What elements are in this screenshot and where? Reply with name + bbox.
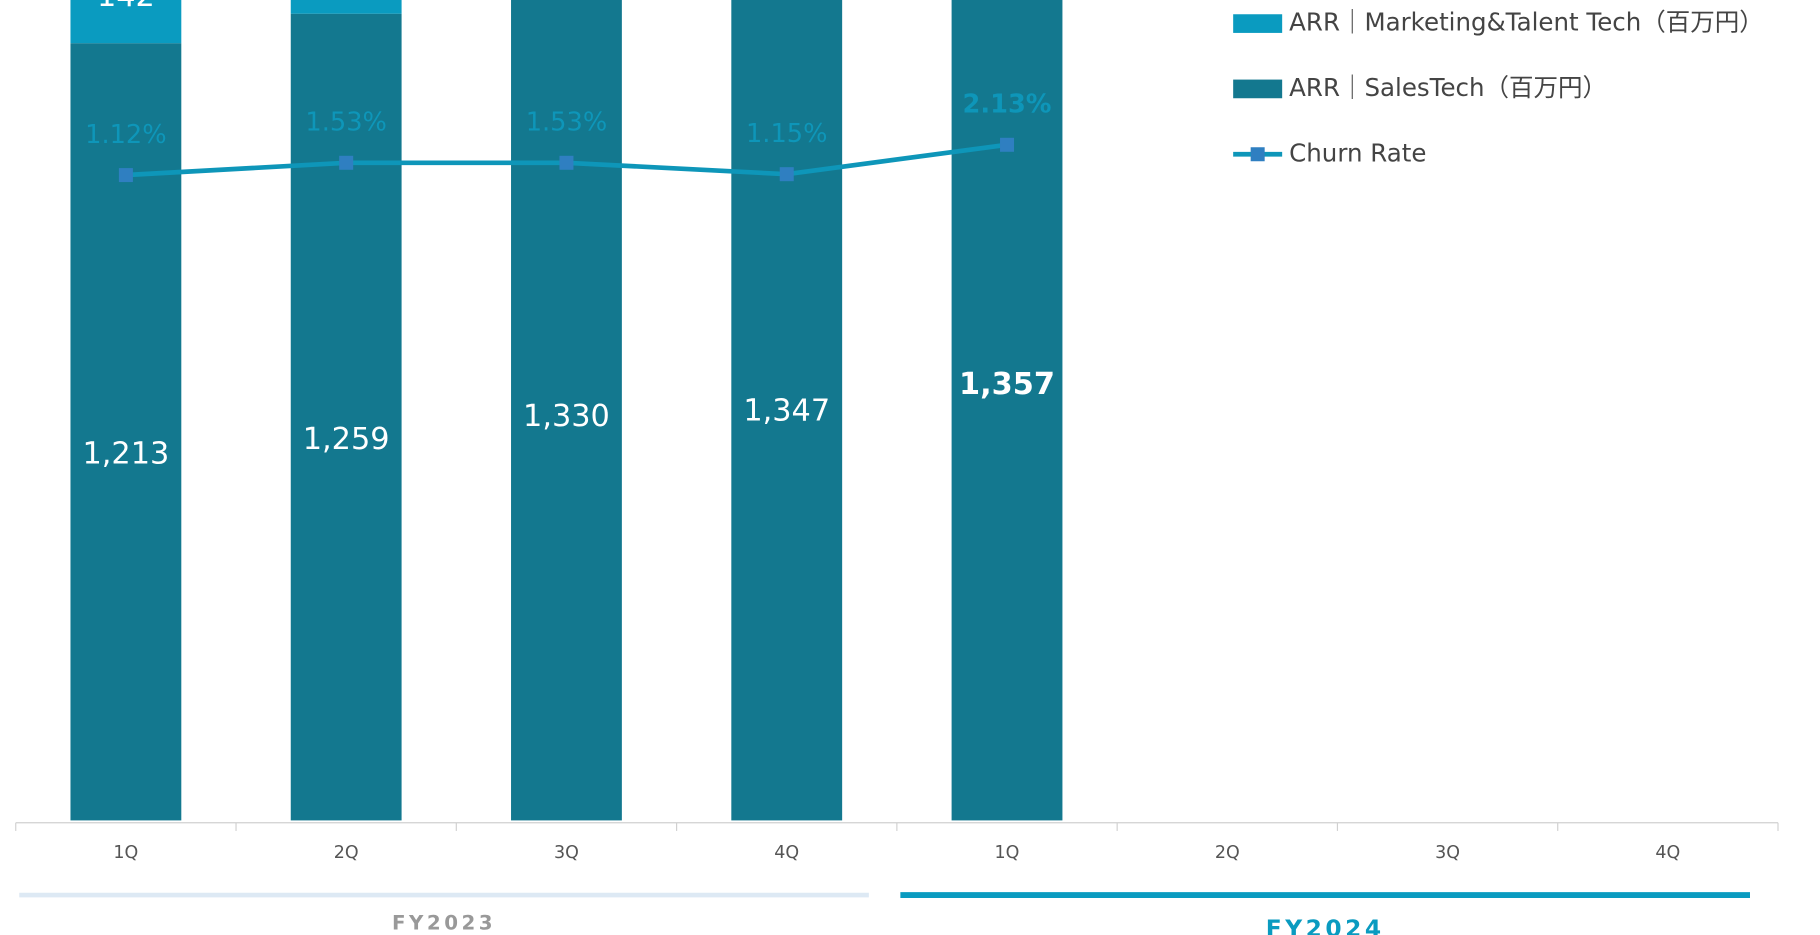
bar-salestech [731, 0, 843, 821]
value-label-marketing: 142 [97, 0, 155, 14]
churn-label: 1.12% [85, 120, 167, 150]
x-tick-label: 2Q [1215, 843, 1240, 863]
value-label-salestech: 1,347 [743, 394, 830, 429]
legend-swatch [1233, 14, 1283, 33]
legend-label: Churn Rate [1289, 138, 1426, 167]
churn-marker [118, 168, 133, 183]
x-tick-label: 1Q [113, 843, 138, 863]
value-label-salestech: 1,357 [959, 367, 1055, 402]
legend-label: ARR｜SalesTech（百万円） [1289, 73, 1607, 102]
bar-marketing [290, 0, 402, 14]
value-label-salestech: 1,330 [523, 399, 610, 434]
x-tick-label: 1Q [995, 843, 1020, 863]
churn-marker [779, 167, 794, 182]
x-tick-label: 3Q [554, 843, 579, 863]
churn-label: 1.15% [746, 119, 828, 149]
bar-salestech [70, 43, 182, 821]
churn-marker [339, 155, 354, 170]
legend-label: ARR｜Marketing&Talent Tech（百万円） [1289, 8, 1764, 37]
churn-label: 1.53% [305, 108, 387, 138]
churn-marker [1000, 137, 1015, 152]
bar-salestech [290, 13, 402, 821]
x-tick-label: 4Q [1655, 843, 1680, 863]
value-label-salestech: 1,259 [303, 422, 390, 457]
group-label: FY2023 [392, 912, 496, 935]
value-label-salestech: 1,213 [82, 437, 169, 472]
x-tick-label: 3Q [1435, 843, 1460, 863]
group-label: FY2024 [1266, 915, 1385, 935]
legend-marker [1250, 147, 1265, 162]
bar-salestech [951, 0, 1063, 821]
x-tick-label: 2Q [334, 843, 359, 863]
churn-label: 2.13% [963, 90, 1052, 120]
bar-marketing [70, 0, 182, 44]
churn-marker [559, 155, 574, 170]
legend-swatch [1233, 79, 1283, 99]
x-tick-label: 4Q [774, 843, 799, 863]
churn-label: 1.53% [526, 108, 608, 138]
bar-salestech [511, 0, 622, 821]
